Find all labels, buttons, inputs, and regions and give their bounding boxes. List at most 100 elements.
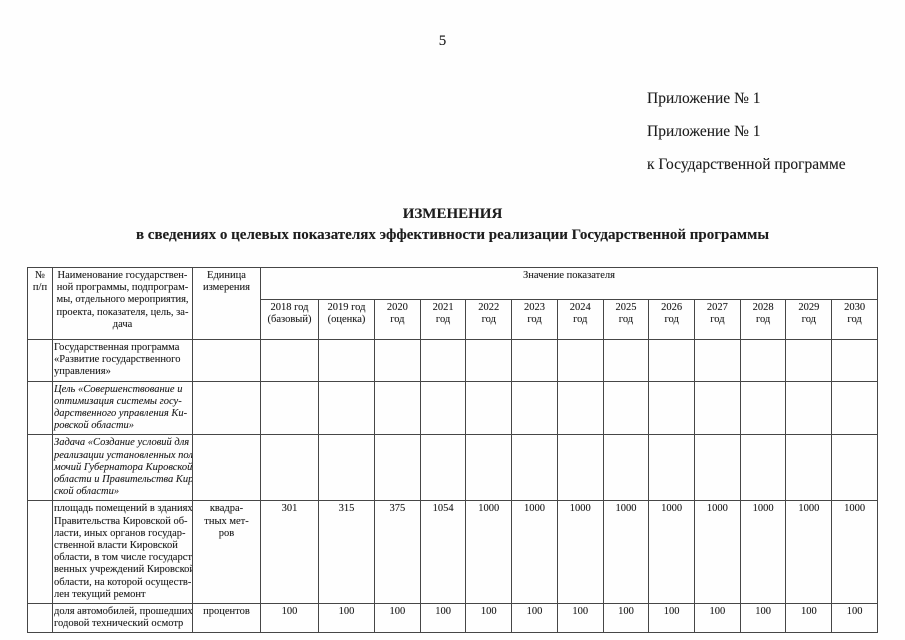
- cell-value: 100: [318, 603, 375, 634]
- annotation-block: Приложение № 1 Приложение № 1 к Государс…: [647, 91, 846, 190]
- cell-value: [511, 339, 558, 382]
- table-header-years-row: 2018 год (базовый) 2019 год (оценка) 202…: [28, 299, 878, 340]
- cell-unit: [192, 380, 261, 436]
- cell-value: [260, 434, 319, 502]
- cell-value: [419, 434, 467, 502]
- annotation-line: Приложение № 1: [647, 123, 761, 140]
- cell-value: [602, 380, 650, 436]
- col-header-year: 2030 год: [831, 299, 878, 340]
- cell-value: 100: [785, 603, 833, 634]
- cell-num: [27, 339, 53, 382]
- col-header-year: 2023 год: [511, 299, 558, 340]
- table-header-row: № п/п Наименование государствен- ной про…: [27, 267, 878, 340]
- cell-value: [602, 339, 650, 382]
- cell-value: 100: [374, 603, 421, 634]
- cell-value: [602, 434, 650, 502]
- cell-value: [556, 434, 604, 502]
- annotation-line: Приложение № 1: [647, 90, 761, 107]
- cell-value: [556, 380, 604, 436]
- cell-value: [465, 339, 513, 382]
- cell-value: 1054: [419, 500, 467, 605]
- cell-value: [511, 434, 558, 502]
- cell-value: 100: [465, 603, 513, 634]
- col-header-year: 2020 год: [374, 299, 421, 340]
- cell-value: 1000: [556, 500, 604, 605]
- cell-value: [419, 339, 467, 382]
- cell-value: [511, 380, 558, 436]
- doc-subtitle: в сведениях о целевых показателях эффект…: [135, 227, 770, 243]
- cell-value: 100: [831, 603, 878, 634]
- cell-unit: [192, 434, 261, 502]
- cell-num: [27, 380, 53, 436]
- cell-value: [739, 339, 787, 382]
- cell-value: [694, 434, 741, 502]
- cell-value: [374, 380, 421, 436]
- cell-indicator-name: Цель «Совершенствование и оптимизация си…: [52, 380, 193, 436]
- col-header-year: 2018 год (базовый): [260, 299, 319, 340]
- cell-value: [556, 339, 604, 382]
- cell-value: [374, 339, 421, 382]
- cell-value: [465, 380, 513, 436]
- col-header-num: № п/п: [27, 267, 53, 340]
- cell-value: [785, 339, 833, 382]
- cell-value: [419, 380, 467, 436]
- cell-value: [785, 380, 833, 436]
- cell-value: 1000: [648, 500, 696, 605]
- cell-value: 1000: [602, 500, 650, 605]
- col-header-year: 2027 год: [694, 299, 741, 340]
- cell-value: 100: [694, 603, 741, 634]
- cell-value: 100: [556, 603, 604, 634]
- table-row: Государственная программа «Развитие госу…: [27, 339, 878, 382]
- cell-value: [260, 339, 319, 382]
- cell-value: [648, 434, 696, 502]
- title-block: ИЗМЕНЕНИЯ в сведениях о целевых показате…: [0, 207, 905, 243]
- col-header-year: 2025 год: [602, 299, 650, 340]
- cell-value: 315: [318, 500, 375, 605]
- cell-value: [739, 380, 787, 436]
- cell-value: [694, 339, 741, 382]
- cell-value: 1000: [465, 500, 513, 605]
- cell-value: [831, 434, 878, 502]
- cell-value: 100: [739, 603, 787, 634]
- cell-value: [739, 434, 787, 502]
- cell-num: [27, 500, 53, 605]
- cell-value: 100: [511, 603, 558, 634]
- cell-num: [27, 603, 53, 634]
- col-header-year: 2028 год: [739, 299, 787, 340]
- cell-value: 1000: [831, 500, 878, 605]
- cell-value: [648, 380, 696, 436]
- cell-unit: [192, 339, 261, 382]
- col-header-year: 2022 год: [465, 299, 513, 340]
- cell-value: 301: [260, 500, 319, 605]
- cell-value: [318, 339, 375, 382]
- cell-value: [374, 434, 421, 502]
- col-header-unit: Единица измерения: [192, 267, 261, 340]
- cell-value: 100: [602, 603, 650, 634]
- cell-value: 100: [419, 603, 467, 634]
- annotation-line: к Государственной программе: [647, 156, 846, 173]
- cell-value: [465, 434, 513, 502]
- cell-value: [648, 339, 696, 382]
- cell-value: [318, 434, 375, 502]
- page-number: 5: [438, 33, 447, 49]
- col-header-name: Наименование государствен- ной программы…: [52, 267, 193, 340]
- cell-unit: процентов: [192, 603, 261, 634]
- cell-indicator-name: доля автомобилей, прошедших годовой техн…: [52, 603, 193, 634]
- cell-num: [27, 434, 53, 502]
- cell-indicator-name: площадь помещений в зданиях Правительств…: [52, 500, 193, 605]
- cell-value: 1000: [739, 500, 787, 605]
- col-header-value-group: Значение показателя: [260, 267, 878, 300]
- cell-value: 1000: [694, 500, 741, 605]
- cell-value: 1000: [785, 500, 833, 605]
- cell-value: 100: [648, 603, 696, 634]
- col-header-year: 2024 год: [556, 299, 604, 340]
- cell-indicator-name: Государственная программа «Развитие госу…: [52, 339, 193, 382]
- cell-value: [694, 380, 741, 436]
- col-header-year: 2029 год: [785, 299, 833, 340]
- col-header-year: 2021 год: [419, 299, 467, 340]
- cell-value: 1000: [511, 500, 558, 605]
- table-row: Цель «Совершенствование и оптимизация си…: [27, 380, 878, 436]
- cell-value: [318, 380, 375, 436]
- cell-value: 375: [374, 500, 421, 605]
